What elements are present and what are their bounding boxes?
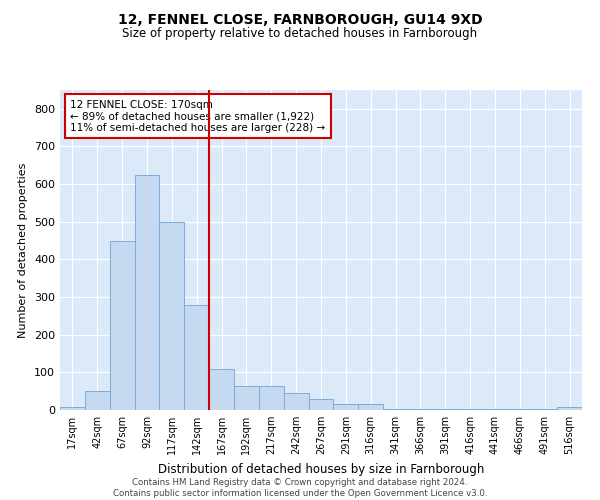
Bar <box>433 409 458 410</box>
Y-axis label: Number of detached properties: Number of detached properties <box>19 162 28 338</box>
Bar <box>334 404 358 410</box>
Bar <box>284 393 308 410</box>
Text: 12, FENNEL CLOSE, FARNBOROUGH, GU14 9XD: 12, FENNEL CLOSE, FARNBOROUGH, GU14 9XD <box>118 12 482 26</box>
Bar <box>184 304 209 410</box>
Bar <box>60 407 85 410</box>
Text: Contains HM Land Registry data © Crown copyright and database right 2024.
Contai: Contains HM Land Registry data © Crown c… <box>113 478 487 498</box>
Text: Size of property relative to detached houses in Farnborough: Size of property relative to detached ho… <box>122 28 478 40</box>
Bar <box>383 409 408 410</box>
Bar <box>557 407 582 410</box>
Bar <box>308 398 334 410</box>
Bar <box>358 404 383 410</box>
Bar <box>160 222 184 410</box>
Bar <box>408 409 433 410</box>
Bar <box>85 391 110 410</box>
Bar <box>508 409 532 410</box>
Bar <box>110 240 134 410</box>
Bar <box>458 409 482 410</box>
Bar <box>259 386 284 410</box>
Bar <box>532 409 557 410</box>
Bar <box>482 409 508 410</box>
Bar <box>234 386 259 410</box>
Bar <box>209 368 234 410</box>
Bar <box>134 174 160 410</box>
Text: 12 FENNEL CLOSE: 170sqm
← 89% of detached houses are smaller (1,922)
11% of semi: 12 FENNEL CLOSE: 170sqm ← 89% of detache… <box>70 100 326 133</box>
X-axis label: Distribution of detached houses by size in Farnborough: Distribution of detached houses by size … <box>158 462 484 475</box>
